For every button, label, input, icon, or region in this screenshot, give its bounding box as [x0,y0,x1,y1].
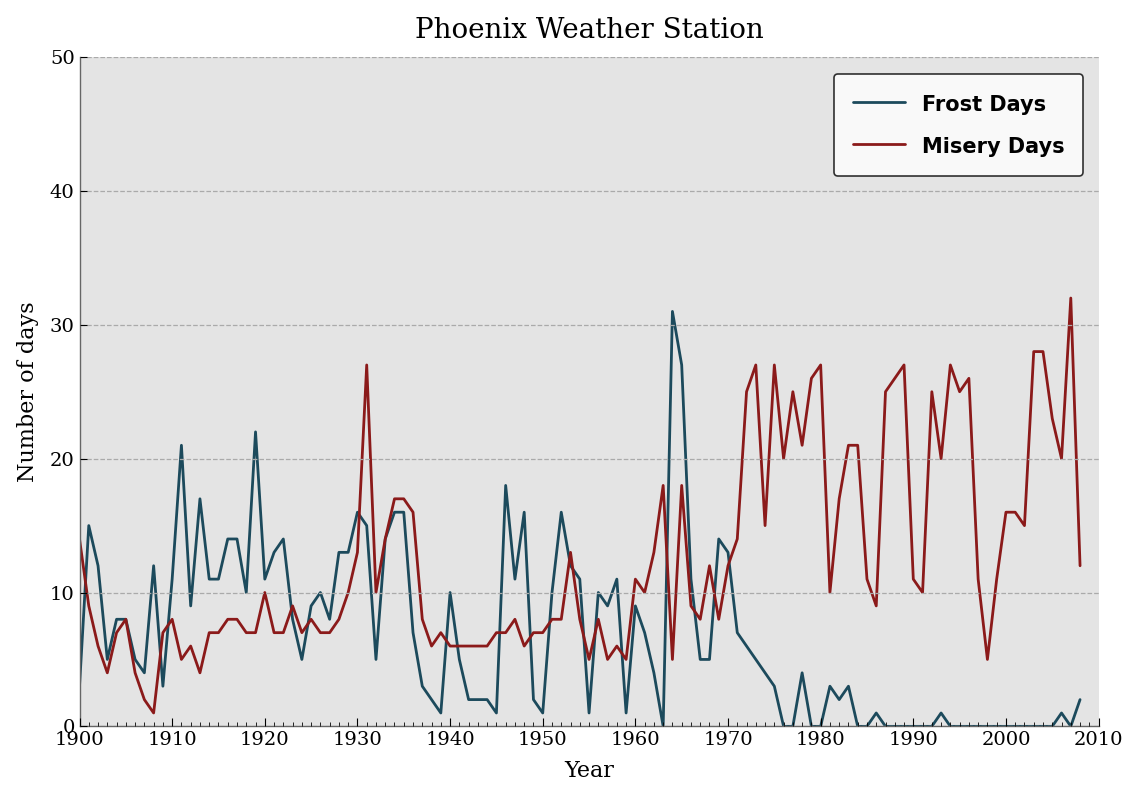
Legend: Frost Days, Misery Days: Frost Days, Misery Days [834,74,1083,176]
Misery Days [360,360,374,370]
Frost Days [749,654,763,664]
Frost Days [610,574,624,584]
Line: Misery Days: Misery Days [80,298,1080,713]
Frost Days [406,628,420,638]
Line: Frost Days: Frost Days [80,312,1080,726]
Misery Days [1064,293,1077,303]
Misery Days [740,387,754,396]
Misery Days [415,614,429,624]
Misery Days [1073,561,1086,570]
Frost Days [147,561,161,570]
Y-axis label: Number of days: Number of days [17,301,39,482]
Frost Days [666,307,679,316]
Misery Days [628,574,642,584]
X-axis label: Year: Year [564,761,614,782]
Frost Days [657,721,670,731]
Frost Days [619,708,633,718]
Frost Days [351,507,365,517]
Misery Days [156,628,170,638]
Title: Phoenix Weather Station: Phoenix Weather Station [415,17,764,44]
Misery Days [147,708,161,718]
Misery Days [73,535,87,544]
Frost Days [73,682,87,691]
Misery Days [619,654,633,664]
Frost Days [1073,695,1086,705]
